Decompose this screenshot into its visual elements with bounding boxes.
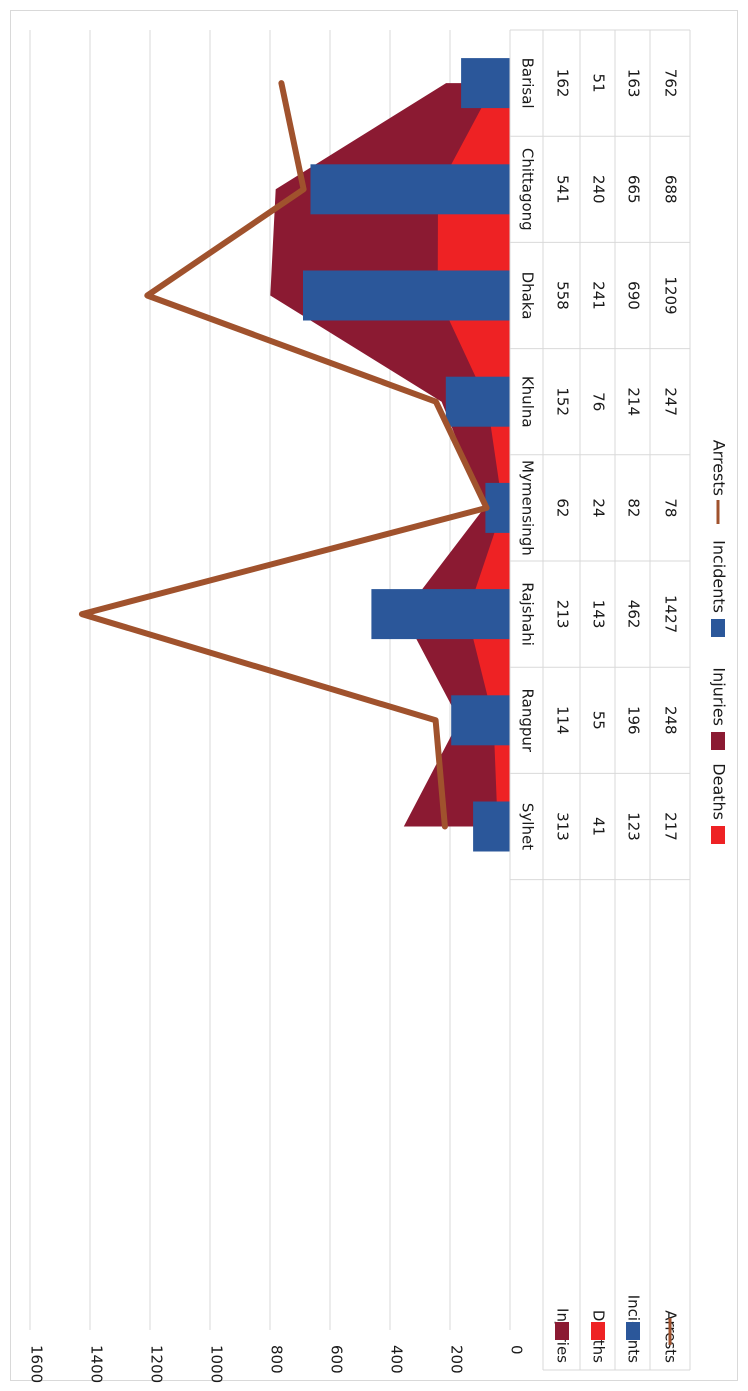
point-arrests-chittagong	[302, 188, 305, 191]
table-cell-arrests-barisal: 762	[662, 69, 680, 98]
table-cell-arrests-sylhet: 217	[662, 812, 680, 841]
table-cell-deaths-sylhet: 41	[590, 817, 608, 836]
legend-label-incidents: Incidents	[710, 540, 729, 613]
category-label-mymensingh: Mymensingh	[519, 460, 537, 556]
table-cell-deaths-chittagong: 240	[590, 175, 608, 204]
table-cell-injuries-rajshahi: 213	[554, 600, 572, 629]
bar-incidents-khulna	[445, 376, 510, 427]
bar-incidents-barisal	[461, 58, 510, 109]
table-cell-deaths-barisal: 51	[590, 74, 608, 93]
legend-label-arrests: Arrests	[710, 440, 729, 496]
table-cell-arrests-rangpur: 248	[662, 706, 680, 735]
data-table: Barisal Chittagong Dhaka Khulna Mymensingh Ra…	[509, 29, 691, 1371]
table-cell-injuries-rangpur: 114	[554, 706, 572, 735]
table-cell-incidents-mymensingh: 82	[625, 498, 643, 517]
table-key-deaths	[591, 1322, 605, 1340]
line-arrests	[78, 80, 490, 830]
table-cell-arrests-chittagong: 688	[662, 175, 680, 204]
areas	[270, 83, 510, 827]
table-cell-injuries-khulna: 152	[554, 387, 572, 416]
bar-incidents-sylhet	[473, 801, 510, 852]
y-tick-label: 200	[448, 1345, 466, 1374]
y-tick-label: 600	[328, 1345, 346, 1374]
table-cell-deaths-mymensingh: 24	[590, 498, 608, 517]
point-arrests-mymensingh	[485, 506, 488, 509]
point-arrests-sylhet	[443, 825, 446, 828]
table-cell-arrests-dhaka: 1209	[662, 276, 680, 314]
point-arrests-khulna	[434, 400, 437, 403]
table-cell-incidents-barisal: 163	[625, 69, 643, 98]
table-cell-injuries-barisal: 162	[554, 69, 572, 98]
category-label-chittagong: Chittagong	[519, 148, 537, 231]
table-cell-arrests-mymensingh: 78	[662, 498, 680, 517]
area-deaths	[437, 83, 510, 827]
bar-incidents-rangpur	[451, 695, 510, 746]
table-cell-injuries-sylhet: 313	[554, 812, 572, 841]
table-cell-injuries-chittagong: 541	[554, 175, 572, 204]
point-arrests-barisal	[280, 82, 283, 85]
table-key-incidents	[626, 1322, 640, 1340]
table-cell-arrests-khulna: 247	[662, 387, 680, 416]
category-label-khulna: Khulna	[519, 376, 537, 428]
y-tick-label: 1000	[208, 1345, 226, 1383]
table-cell-deaths-rangpur: 55	[590, 711, 608, 730]
table-cell-deaths-dhaka: 241	[590, 281, 608, 310]
point-arrests-rangpur	[434, 719, 437, 722]
legend-label-deaths: Deaths	[710, 763, 729, 820]
category-label-rangpur: Rangpur	[519, 689, 537, 753]
category-label-sylhet: Sylhet	[519, 803, 537, 850]
y-tick-label: 1600	[28, 1345, 46, 1383]
table-cell-incidents-rajshahi: 462	[625, 600, 643, 629]
bar-incidents-dhaka	[303, 270, 510, 321]
chart-frame	[10, 10, 738, 1381]
table-cell-deaths-khulna: 76	[590, 392, 608, 411]
legend-label-injuries: Injuries	[710, 667, 729, 726]
gridlines: 0 200 400 600 800 1000 1200 1400 1600	[28, 30, 526, 1383]
legend-key-deaths	[711, 826, 725, 844]
line-arrests-path	[78, 80, 490, 830]
y-tick-label: 400	[388, 1345, 406, 1374]
table-cell-arrests-rajshahi: 1427	[662, 595, 680, 633]
table-cell-incidents-sylhet: 123	[625, 812, 643, 841]
y-tick-label: 1200	[148, 1345, 166, 1383]
bars-incidents	[303, 58, 510, 852]
table-cell-incidents-rangpur: 196	[625, 706, 643, 735]
table-cell-incidents-dhaka: 690	[625, 281, 643, 310]
y-tick-label: 1400	[88, 1345, 106, 1383]
legend: Deaths Injuries Incidents Arrests	[710, 440, 729, 844]
bar-incidents-rajshahi	[371, 589, 510, 640]
table-key-injuries	[555, 1322, 569, 1340]
table-cell-deaths-rajshahi: 143	[590, 600, 608, 629]
legend-key-incidents	[711, 619, 725, 637]
table-cell-injuries-mymensingh: 62	[554, 498, 572, 517]
legend-key-injuries	[711, 732, 725, 750]
y-tick-label: 0	[508, 1345, 526, 1355]
table-cell-incidents-khulna: 214	[625, 387, 643, 416]
bar-incidents-chittagong	[310, 164, 510, 215]
point-arrests-dhaka	[146, 294, 149, 297]
point-arrests-rajshahi	[80, 613, 83, 616]
category-label-barisal: Barisal	[519, 58, 537, 109]
category-label-rajshahi: Rajshahi	[519, 582, 537, 646]
y-tick-label: 800	[268, 1345, 286, 1374]
category-label-dhaka: Dhaka	[519, 272, 537, 320]
table-cell-incidents-chittagong: 665	[625, 175, 643, 204]
table-cell-injuries-dhaka: 558	[554, 281, 572, 310]
